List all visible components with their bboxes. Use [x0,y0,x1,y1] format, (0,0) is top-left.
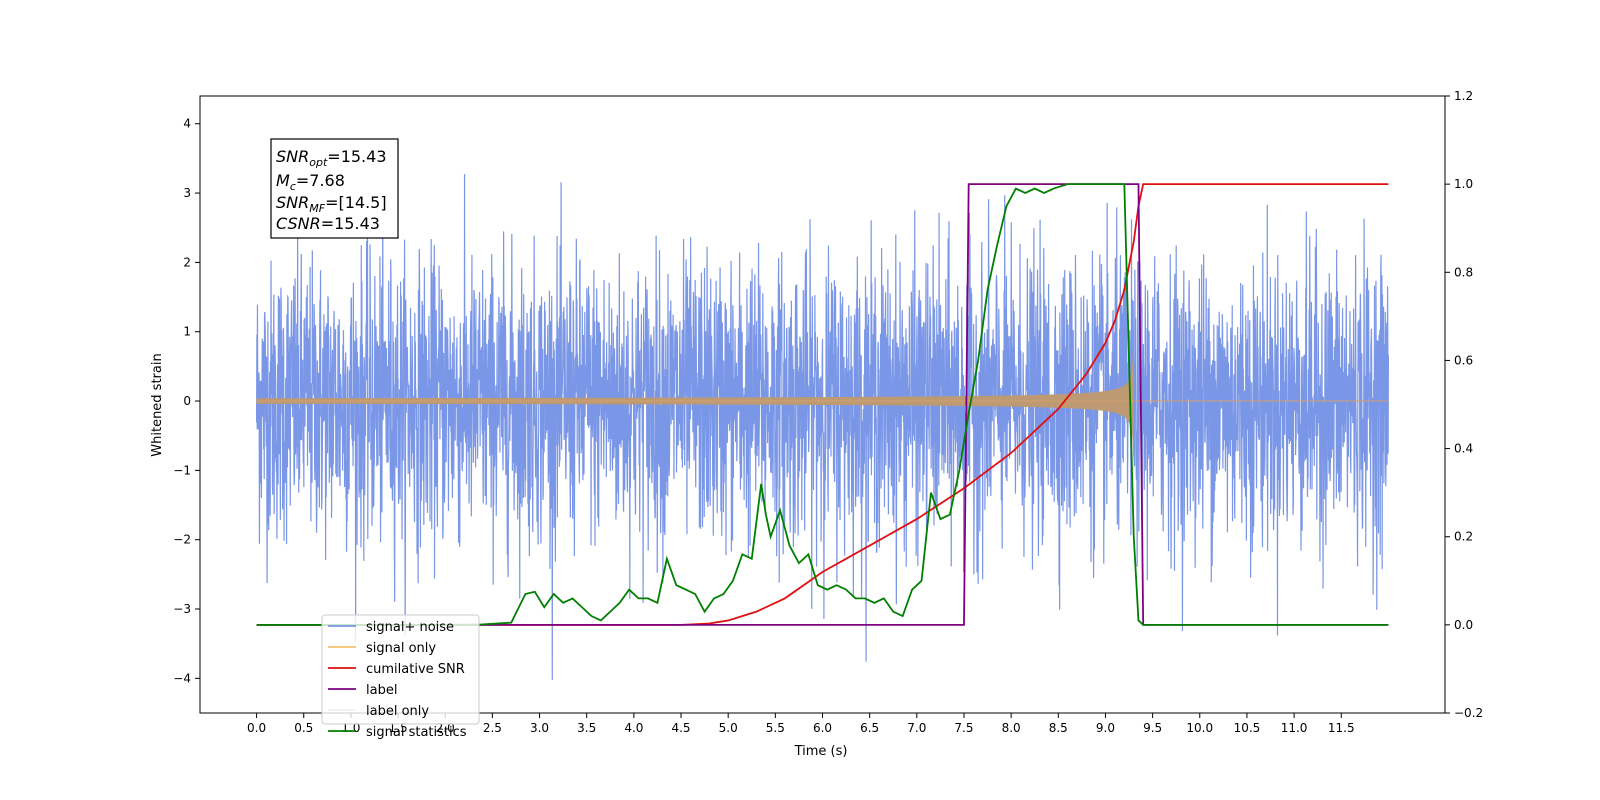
y2-tick-label: 1.0 [1454,177,1473,191]
y-tick-label: 1 [183,325,191,339]
x-tick-label: 8.0 [1002,721,1021,735]
legend-label: signal only [366,641,436,656]
legend-label: cumilative SNR [366,662,465,677]
annotation-box: SNRopt=15.43Mc=7.68SNRMF=[14.5]CSNR=15.4… [270,138,399,239]
y-tick-label: −4 [173,671,191,685]
y2-tick-label: 0.4 [1454,442,1473,456]
x-tick-label: 6.5 [860,721,879,735]
y-tick-label: −2 [173,533,191,547]
x-tick-label: 11.5 [1328,721,1355,735]
y-axis-label: Whitened strain [150,353,165,456]
x-tick-label: 4.0 [624,721,643,735]
legend-frame [321,614,480,725]
legend-label: signal statistics [366,725,467,740]
y2-tick-label: 0.6 [1454,353,1473,367]
y-axis-ticks: 4 3 2 1 0 −1 −2 −3 −4 [173,117,200,685]
legend-label: label [366,683,397,698]
x-tick-label: 5.5 [766,721,785,735]
y2-tick-label: 0.0 [1454,618,1473,632]
x-tick-label: 9.5 [1143,721,1162,735]
legend-label: signal+ noise [366,620,454,635]
y2-tick-label: 1.2 [1454,89,1473,103]
annotation-line: SNRMF=[14.5] [276,193,387,215]
x-tick-label: 9.0 [1096,721,1115,735]
x-tick-label: 10.0 [1186,721,1213,735]
x-tick-label: 4.5 [671,721,690,735]
x-tick-label: 0.5 [294,721,313,735]
y2-axis-ticks: 1.2 1.0 0.8 0.6 0.4 0.2 0.0 −0.2 [1445,89,1483,720]
line-series-2 [256,183,1389,626]
series-signal-noise [255,173,1390,680]
y-tick-label: −1 [173,463,191,477]
x-tick-label: 3.0 [530,721,549,735]
x-tick-label: 5.0 [719,721,738,735]
x-tick-label: 10.5 [1234,721,1261,735]
y-tick-label: −3 [173,602,191,616]
legend-label: label only [366,704,429,719]
x-tick-label: 3.5 [577,721,596,735]
y2-tick-label: 0.8 [1454,265,1473,279]
right-axis-series [256,183,1389,626]
y-tick-label: 2 [183,255,191,269]
y-tick-label: 3 [183,186,191,200]
x-tick-label: 2.5 [483,721,502,735]
line-signal-noise [255,173,1390,680]
annotation-frame [270,138,399,239]
y-tick-label: 0 [183,394,191,408]
legend: signal+ noise signal only cumilative SNR la… [321,614,480,740]
x-tick-label: 6.0 [813,721,832,735]
annotation-line: CSNR=15.43 [276,214,380,233]
x-tick-label: 11.0 [1281,721,1308,735]
x-tick-label: 8.5 [1049,721,1068,735]
y2-tick-label: 0.2 [1454,530,1473,544]
annotation-line: SNRopt=15.43 [276,147,387,169]
x-tick-label: 7.0 [907,721,926,735]
y2-tick-label: −0.2 [1454,706,1483,720]
x-tick-label: 0.0 [247,721,266,735]
y-tick-label: 4 [183,117,191,131]
annotation-line: Mc=7.68 [276,171,345,193]
x-axis-label: Time (s) [794,744,848,759]
x-tick-label: 7.5 [954,721,973,735]
series-signal-only [256,327,1389,475]
line-series-5 [256,183,1389,626]
